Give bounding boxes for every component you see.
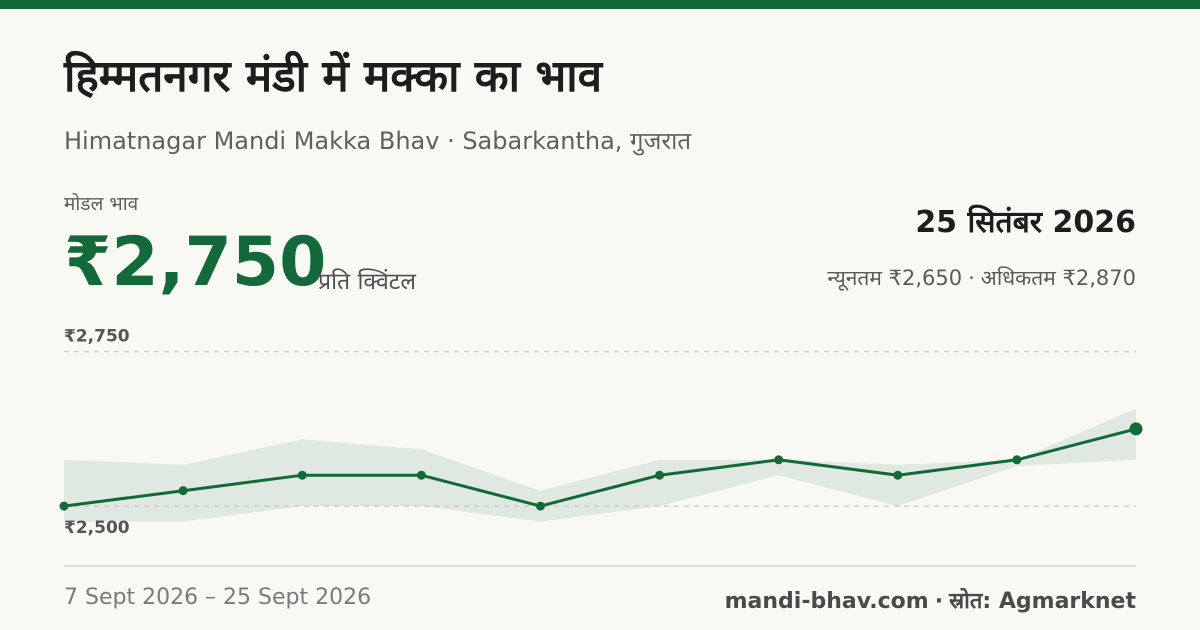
range-separator: · xyxy=(968,266,975,290)
page-title: हिम्मतनगर मंडी में मक्का का भाव xyxy=(64,51,603,102)
data-point-8 xyxy=(893,470,903,480)
data-point-1 xyxy=(59,501,69,511)
data-point-6 xyxy=(655,470,665,480)
latest-date: 25 सितंबर 2026 xyxy=(915,205,1136,240)
min-max-band xyxy=(64,408,1136,522)
data-point-5 xyxy=(535,501,545,511)
reference-label-1: ₹2,500 xyxy=(64,518,130,538)
chart-baseline xyxy=(64,565,1136,567)
reference-label-0: ₹2,750 xyxy=(64,327,130,347)
modal-price-value: ₹2,750 xyxy=(64,223,327,302)
footer-credit: mandi-bhav.com · स्रोत: Agmarknet xyxy=(725,585,1136,615)
modal-price-label: मोडल भाव xyxy=(64,193,139,215)
page-subtitle: Himatnagar Mandi Makka Bhav · Sabarkanth… xyxy=(64,127,692,155)
modal-price-unit: प्रति क्विंटल xyxy=(318,269,416,295)
data-point-10 xyxy=(1129,422,1143,436)
data-point-4 xyxy=(416,470,426,480)
modal-price-line xyxy=(62,427,1138,508)
data-point-3 xyxy=(297,470,307,480)
top-accent-bar xyxy=(0,0,1200,9)
max-price: अधिकतम ₹2,870 xyxy=(980,266,1136,290)
min-price: न्यूनतम ₹2,650 xyxy=(827,266,963,290)
site-name: mandi-bhav.com xyxy=(724,589,929,614)
data-point-7 xyxy=(774,455,784,465)
footer-separator: · xyxy=(934,589,944,614)
data-point-2 xyxy=(178,486,188,496)
data-point-9 xyxy=(1012,455,1022,465)
date-range: 7 Sept 2026 – 25 Sept 2026 xyxy=(64,585,372,610)
data-source: स्रोत: Agmarknet xyxy=(949,589,1136,614)
price-range: न्यूनतम ₹2,650 · अधिकतम ₹2,870 xyxy=(827,264,1136,292)
